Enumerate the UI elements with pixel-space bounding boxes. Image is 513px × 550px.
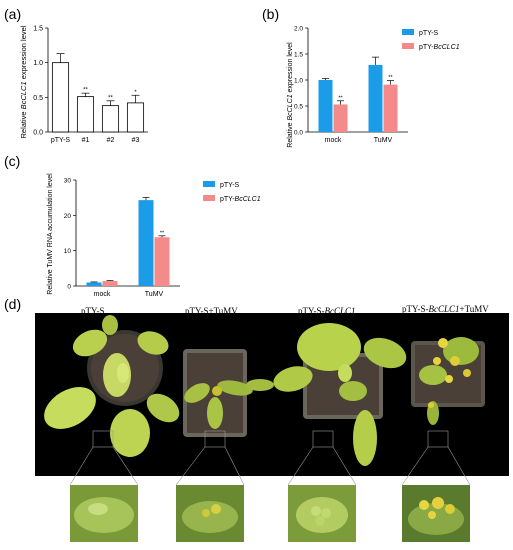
chart-b-sig-0-1: ** (338, 95, 343, 101)
photo-label-2: pTY-S+TuMV (185, 306, 238, 316)
chart-c-ytick-label-0: 0 (67, 284, 71, 291)
chart-b-xtick-label-1: TuMV (374, 137, 393, 144)
chart-a-xtick-label-0: pTY-S (51, 137, 71, 144)
chart-a-sig-1: ** (83, 88, 88, 94)
zoom-pTY-S-BcCLC1-TuMV (402, 485, 470, 542)
chart-b-legend-label-0: pTY-S (419, 30, 439, 37)
plant-pTY-S-BcCLC1-TuMV (411, 337, 485, 425)
chart-c-bar-0-1 (102, 281, 118, 286)
chart-c-xtick-label-0: mock (94, 291, 111, 298)
chart-c-ytick-label-3: 30 (64, 178, 72, 185)
chart-c-xtick-label-1: TuMV (145, 291, 164, 298)
chart-a-ylabel: Relative BcCLC1 expression level (19, 25, 28, 138)
chart-b-ytick-label-2: 1.0 (294, 78, 303, 85)
chart-c: Relative TuMV RNA accumulation level 0 10… (47, 173, 261, 298)
chart-b-sig-1-1: ** (388, 75, 393, 81)
chart-c-ylabel: Relative TuMV RNA accumulation level (47, 173, 54, 295)
chart-b-bar-1-0 (368, 64, 383, 132)
chart-b-legend-label-1: pTY-BcCLC1 (419, 44, 460, 51)
zoom-pTY-S-BcCLC1 (288, 485, 356, 542)
chart-c-ytick-label-1: 10 (64, 248, 72, 255)
panel-c-letter: (c) (4, 153, 21, 169)
chart-c-legend-label-1: pTY-BcCLC1 (220, 196, 261, 203)
photo-label-3: pTY-S-BcCLC1 (298, 306, 356, 316)
chart-a-xtick-label-1: #1 (82, 137, 90, 144)
chart-b-legend-swatch-0 (402, 29, 414, 35)
plant-photo-drawing (44, 315, 485, 466)
chart-a-xtick-label-2: #2 (107, 137, 115, 144)
chart-a-ytick-label-3: 1.5 (33, 26, 43, 33)
chart-c-ytick-label-2: 20 (64, 213, 72, 220)
chart-c-legend-swatch-0 (203, 181, 215, 187)
photo-label-1: pTY-S (81, 306, 105, 316)
chart-b-bar-1-1 (383, 84, 398, 132)
chart-a-ytick-label-1: 0.5 (33, 95, 43, 102)
chart-b-bar-0-1 (333, 104, 348, 132)
plant-pTY-S (44, 315, 180, 457)
chart-a: Relative BcCLC1 expression level 0.0 0.5 1… (19, 25, 148, 144)
chart-c-bar-1-0 (138, 200, 154, 286)
photo-label-4: pTY-S-BcCLC1+TuMV (402, 304, 489, 314)
zoom-pTY-S (70, 485, 138, 542)
chart-b-legend-swatch-1 (402, 43, 414, 49)
zoom-pTY-S-TuMV (176, 485, 244, 542)
chart-c-legend-label-0: pTY-S (220, 182, 240, 189)
chart-a-xtick-label-3: #3 (132, 137, 140, 144)
panel-a-letter: (a) (4, 6, 22, 22)
chart-b-bar-0-0 (318, 80, 333, 132)
chart-b-xtick-label-0: mock (325, 137, 342, 144)
chart-c-sig-1-1: ** (160, 230, 165, 236)
chart-b-ytick-label-4: 2.0 (294, 26, 303, 33)
chart-b: Relative BcCLC1 expression level 0.0 0.5 1… (287, 26, 460, 148)
chart-c-bar-0-0 (86, 282, 102, 286)
chart-c-legend-swatch-1 (203, 195, 215, 201)
chart-b-ytick-label-0: 0.0 (294, 130, 303, 137)
chart-a-ytick-label-0: 0.0 (33, 130, 43, 137)
chart-a-ytick-label-2: 1.0 (33, 60, 43, 67)
chart-a-sig-2: ** (108, 95, 113, 101)
panel-d-letter: (d) (4, 296, 22, 312)
chart-b-ylabel: Relative BcCLC1 expression level (287, 42, 294, 148)
plant-pTY-S-BcCLC1 (273, 323, 407, 466)
chart-c-bar-1-1 (154, 237, 170, 286)
chart-b-ytick-label-1: 0.5 (294, 104, 303, 111)
chart-b-ytick-label-3: 1.5 (294, 52, 303, 59)
chart-a-sig-3: * (134, 90, 137, 96)
panel-b-letter: (b) (262, 6, 280, 22)
plant-photo-strip (35, 313, 509, 476)
plant-pTY-S-TuMV (183, 349, 274, 437)
